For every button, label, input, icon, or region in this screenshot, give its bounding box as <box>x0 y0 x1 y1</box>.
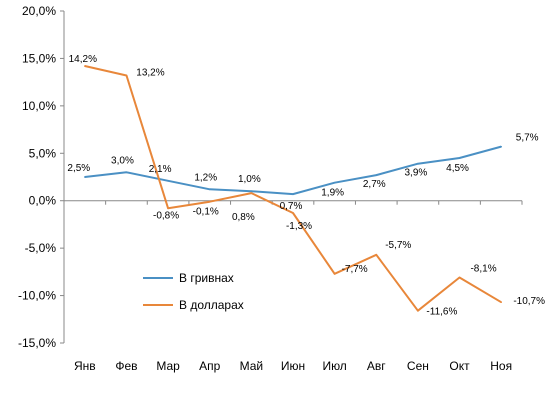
data-label: 0,8% <box>232 212 255 223</box>
data-label: -10,7% <box>513 296 545 307</box>
data-point <box>375 253 378 256</box>
legend: В гривнах В долларах <box>143 271 244 312</box>
data-point <box>417 162 419 165</box>
data-label: 2,1% <box>149 164 172 175</box>
data-label: -7,7% <box>342 264 368 275</box>
data-point <box>125 171 128 174</box>
data-point <box>250 190 253 193</box>
y-tick-label: 10,0% <box>22 99 56 113</box>
data-point <box>333 181 336 184</box>
x-tick-label: Фев <box>115 359 137 373</box>
x-tick-label: Май <box>240 359 264 373</box>
y-tick-label: 15,0% <box>22 51 56 65</box>
data-point <box>208 188 211 191</box>
y-tick-label: -5,0% <box>25 241 57 255</box>
data-point <box>167 179 169 182</box>
data-label: 3,0% <box>111 155 134 166</box>
data-point <box>292 193 294 195</box>
x-tick-label: Сен <box>407 359 429 373</box>
data-label: 13,2% <box>136 68 164 79</box>
x-tick-label: Ноя <box>490 359 512 373</box>
data-point <box>500 145 502 148</box>
x-tick-label: Апр <box>199 359 221 373</box>
data-label: -1,3% <box>286 221 312 232</box>
data-point <box>208 200 211 203</box>
data-label: 1,2% <box>194 172 217 183</box>
data-label: 2,5% <box>67 163 90 174</box>
data-point <box>250 192 253 194</box>
data-point <box>417 309 419 312</box>
axes <box>60 10 523 344</box>
data-point <box>167 207 169 210</box>
data-label: -11,6% <box>426 307 457 318</box>
y-tick-label: 20,0% <box>22 4 56 18</box>
x-tick-label: Июл <box>322 359 346 373</box>
data-label: -5,7% <box>385 240 411 251</box>
data-label: 0,7% <box>280 201 303 212</box>
data-point <box>500 301 502 304</box>
x-tick-label: Окт <box>449 359 470 373</box>
y-tick-label: -10,0% <box>18 289 56 303</box>
y-tick-label: 5,0% <box>29 146 57 160</box>
data-label: -0,8% <box>153 210 179 221</box>
data-label: 3,9% <box>405 168 428 179</box>
x-tick-label: Июн <box>281 359 305 373</box>
x-tick-label: Янв <box>74 359 96 373</box>
legend-label-1: В гривнах <box>179 271 234 285</box>
data-point <box>333 272 336 275</box>
y-tick-label: 0,0% <box>29 194 57 208</box>
x-tick-label: Авг <box>367 359 386 373</box>
x-tick-label: Мар <box>156 359 180 373</box>
data-label: 14,2% <box>69 54 97 65</box>
data-label: 2,7% <box>363 179 386 190</box>
data-label: 1,9% <box>321 188 344 199</box>
data-label: 1,0% <box>238 174 261 185</box>
series-line-1 <box>84 145 502 196</box>
data-label: -8,1% <box>470 264 496 275</box>
y-tick-labels: 20,0% 15,0% 10,0% 5,0% 0,0% -5,0% -10,0% -15,0% <box>18 4 56 350</box>
data-point <box>458 276 461 279</box>
data-point <box>292 212 294 214</box>
y-tick-label: -15,0% <box>18 336 56 350</box>
data-labels: 2,5% 3,0% 2,1% 1,2% 1,0% 0,7% 1,9% 2,7% 3,9% 4,5%… <box>67 54 545 318</box>
data-point <box>458 157 461 159</box>
data-point <box>84 65 86 67</box>
data-point <box>125 74 128 77</box>
x-tick-labels: Янв Фев Мар Апр Май Июн Июл Авг Сен Окт Ноя <box>74 359 512 373</box>
data-label: 4,5% <box>446 163 469 174</box>
series-lines <box>84 65 502 312</box>
data-point <box>84 176 86 178</box>
data-label: -0,1% <box>193 207 219 218</box>
data-label: 5,7% <box>516 133 539 144</box>
series-line-2 <box>84 65 502 312</box>
data-point <box>375 174 378 176</box>
legend-label-2: В долларах <box>179 298 244 312</box>
